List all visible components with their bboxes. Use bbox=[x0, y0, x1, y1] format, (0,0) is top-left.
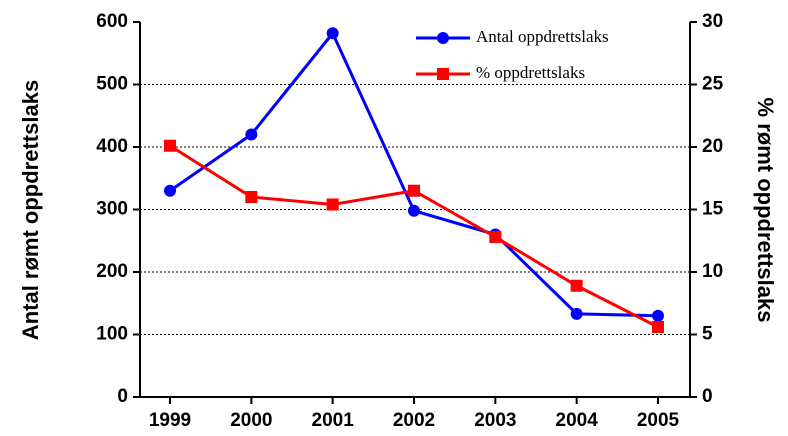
y-axis-label: Antal rømt oppdrettslaks bbox=[18, 80, 43, 340]
y-tick-label: 400 bbox=[96, 136, 128, 157]
marker bbox=[652, 309, 664, 322]
y-tick-label: 200 bbox=[96, 261, 128, 282]
legend-label: Antal oppdrettslaks bbox=[476, 27, 609, 46]
y2-tick-label: 30 bbox=[702, 11, 723, 32]
x-tick-label: 2002 bbox=[393, 410, 435, 431]
y2-tick-label: 20 bbox=[702, 136, 723, 157]
marker bbox=[245, 128, 258, 141]
marker bbox=[326, 27, 339, 40]
marker bbox=[408, 184, 420, 197]
x-tick-label: 2000 bbox=[230, 410, 272, 431]
marker bbox=[326, 198, 339, 211]
legend-marker bbox=[437, 32, 449, 44]
y2-tick-label: 25 bbox=[702, 74, 724, 95]
y2-tick-label: 15 bbox=[702, 199, 724, 220]
marker bbox=[245, 191, 258, 203]
y-tick-label: 300 bbox=[96, 199, 128, 220]
x-tick-label: 2004 bbox=[556, 410, 599, 431]
y-tick-label: 100 bbox=[96, 324, 128, 345]
marker bbox=[164, 139, 176, 152]
x-tick-label: 2001 bbox=[312, 410, 355, 431]
y2-axis-label: % rømt oppdrettslaks bbox=[753, 98, 778, 323]
legend-marker bbox=[437, 68, 449, 80]
marker bbox=[408, 204, 420, 217]
marker bbox=[489, 231, 502, 243]
series-line bbox=[169, 144, 659, 329]
marker bbox=[164, 184, 176, 197]
marker bbox=[570, 279, 583, 292]
legend-label: % oppdrettslaks bbox=[476, 63, 585, 82]
x-tick-label: 2003 bbox=[474, 410, 516, 431]
y-tick-label: 500 bbox=[96, 74, 128, 95]
y2-tick-label: 0 bbox=[702, 386, 713, 407]
y-tick-label: 600 bbox=[96, 11, 128, 32]
x-tick-label: 2005 bbox=[637, 410, 680, 431]
y2-tick-label: 5 bbox=[702, 324, 713, 345]
x-tick-label: 1999 bbox=[149, 410, 191, 431]
marker bbox=[652, 321, 664, 333]
y-tick-label: 0 bbox=[117, 386, 128, 407]
marker bbox=[570, 307, 583, 320]
y2-tick-label: 10 bbox=[702, 261, 723, 282]
